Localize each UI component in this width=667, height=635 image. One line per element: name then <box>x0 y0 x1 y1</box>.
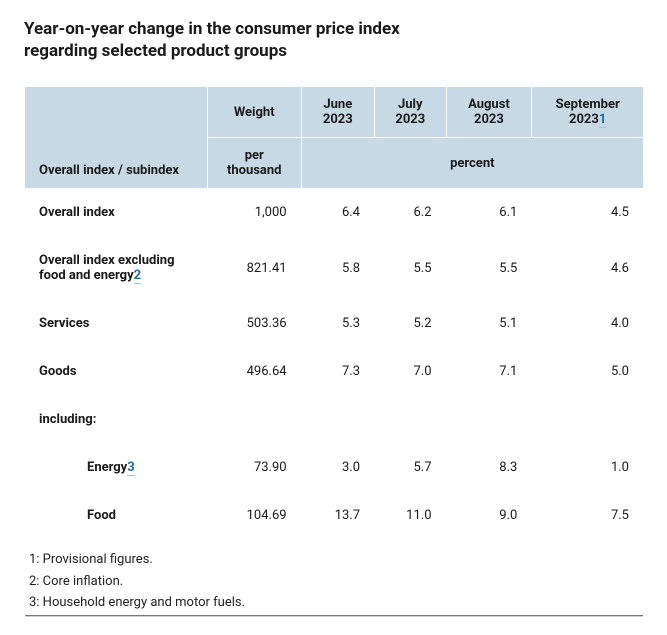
cell-value: 3.0 <box>301 444 374 492</box>
cell-value: 7.1 <box>446 348 532 396</box>
cell-weight: 503.36 <box>207 300 301 348</box>
including-label: including: <box>25 396 644 444</box>
footnotes-block: 1: Provisional figures. 2: Core inflatio… <box>25 540 643 616</box>
cell-value: 6.2 <box>375 189 446 237</box>
cell-value: 5.8 <box>301 237 374 300</box>
cell-value: 5.7 <box>375 444 446 492</box>
th-month-2: August 2023 <box>446 87 532 138</box>
cell-weight: 73.90 <box>207 444 301 492</box>
table-row: Services 503.36 5.3 5.2 5.1 4.0 <box>25 300 644 348</box>
footnote-link-3[interactable]: 3 <box>127 460 134 476</box>
table-row: Food 104.69 13.7 11.0 9.0 7.5 <box>25 492 644 540</box>
cell-value: 6.4 <box>301 189 374 237</box>
cell-value: 4.0 <box>532 300 643 348</box>
row-label: Energy3 <box>25 444 208 492</box>
table-row-footnotes: 1: Provisional figures. 2: Core inflatio… <box>25 540 644 617</box>
cell-value: 7.0 <box>375 348 446 396</box>
footnote-link-2[interactable]: 2 <box>134 268 141 284</box>
th-unit-percent: percent <box>301 138 643 189</box>
cell-value: 5.2 <box>375 300 446 348</box>
cell-value: 4.6 <box>532 237 643 300</box>
th-month-0: June 2023 <box>301 87 374 138</box>
footnote-text: 3: Household energy and motor fuels. <box>29 593 639 613</box>
row-label: Goods <box>25 348 208 396</box>
th-unit-weight: per thousand <box>207 138 301 189</box>
cell-value: 13.7 <box>301 492 374 540</box>
cell-value: 5.3 <box>301 300 374 348</box>
page-title: Year-on-year change in the consumer pric… <box>24 18 444 62</box>
cell-value: 11.0 <box>375 492 446 540</box>
cell-value: 5.5 <box>375 237 446 300</box>
cell-value: 4.5 <box>532 189 643 237</box>
th-rowhead: Overall index / subindex <box>25 87 208 189</box>
table-row-including: including: <box>25 396 644 444</box>
cell-value: 6.1 <box>446 189 532 237</box>
th-weight: Weight <box>207 87 301 138</box>
cell-value: 7.5 <box>532 492 643 540</box>
cell-weight: 496.64 <box>207 348 301 396</box>
table-row: Overall index 1,000 6.4 6.2 6.1 4.5 <box>25 189 644 237</box>
cell-value: 5.1 <box>446 300 532 348</box>
cell-value: 5.0 <box>532 348 643 396</box>
table-row: Goods 496.64 7.3 7.0 7.1 5.0 <box>25 348 644 396</box>
cell-value: 9.0 <box>446 492 532 540</box>
cell-weight: 821.41 <box>207 237 301 300</box>
cell-weight: 104.69 <box>207 492 301 540</box>
row-label: Food <box>25 492 208 540</box>
cell-weight: 1,000 <box>207 189 301 237</box>
th-month-1: July 2023 <box>375 87 446 138</box>
cell-value: 8.3 <box>446 444 532 492</box>
cpi-table: Overall index / subindex Weight June 202… <box>24 86 643 617</box>
row-label: Overall index <box>25 189 208 237</box>
table-row: Overall index excluding food and energy2… <box>25 237 644 300</box>
cell-value: 1.0 <box>532 444 643 492</box>
footnote-text: 1: Provisional figures. <box>29 550 639 570</box>
footnote-text: 2: Core inflation. <box>29 572 639 592</box>
cell-value: 5.5 <box>446 237 532 300</box>
footnote-link-1[interactable]: 1 <box>599 112 606 128</box>
cell-value: 7.3 <box>301 348 374 396</box>
row-label: Overall index excluding food and energy2 <box>25 237 208 300</box>
row-label: Services <box>25 300 208 348</box>
table-row: Energy3 73.90 3.0 5.7 8.3 1.0 <box>25 444 644 492</box>
th-month-3: September 20231 <box>532 87 643 138</box>
